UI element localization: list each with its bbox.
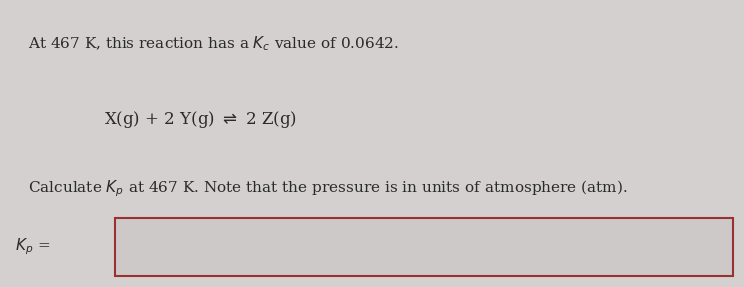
FancyBboxPatch shape: [115, 218, 733, 276]
Text: $K_p$ =: $K_p$ =: [15, 236, 50, 257]
Text: Calculate $K_p$ at 467 K. Note that the pressure is in units of atmosphere (atm): Calculate $K_p$ at 467 K. Note that the …: [28, 178, 628, 199]
Text: At 467 K, this reaction has a $K_c$ value of 0.0642.: At 467 K, this reaction has a $K_c$ valu…: [28, 34, 399, 53]
Text: X(g) + 2 Y(g) $\rightleftharpoons$ 2 Z(g): X(g) + 2 Y(g) $\rightleftharpoons$ 2 Z(g…: [104, 109, 297, 130]
